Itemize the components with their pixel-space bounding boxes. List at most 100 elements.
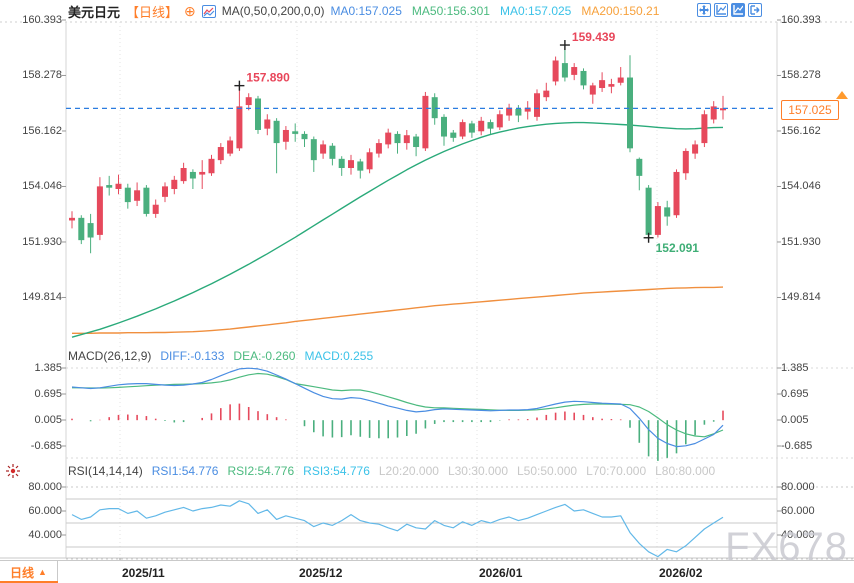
period-selector-label: 日线: [10, 565, 35, 580]
candle-body: [320, 144, 327, 154]
candle-body: [636, 158, 643, 176]
rsi-title[interactable]: RSI(14,14,14): [68, 464, 143, 478]
candle-body: [96, 186, 103, 235]
macd-dea-value: DEA:-0.260: [233, 349, 296, 363]
candle-body: [441, 116, 447, 137]
candle-body: [310, 139, 317, 161]
candle-body: [431, 97, 438, 119]
axis-label: 158.278: [22, 69, 62, 82]
candle-body: [654, 206, 661, 235]
candle-body: [115, 183, 122, 189]
candle-body: [78, 217, 85, 241]
macd-diff-line: [71, 367, 724, 448]
axis-label: 60.000: [781, 505, 815, 517]
candle-body: [506, 107, 513, 116]
rsi2-value: RSI2:54.776: [227, 464, 295, 478]
date-label: 2025/12: [299, 566, 343, 580]
candle-body: [292, 131, 299, 134]
pan-icon[interactable]: [697, 3, 711, 17]
candle-body: [208, 158, 215, 174]
candle-body: [692, 144, 699, 154]
date-label: 2025/11: [122, 566, 165, 580]
axis-label: 158.278: [781, 69, 821, 82]
axis-label: 80.000: [781, 481, 815, 493]
axis-chart-filled-icon[interactable]: [731, 3, 745, 17]
candle-body: [645, 187, 652, 235]
axis-label: 151.930: [781, 235, 821, 248]
rsi-line: [71, 500, 724, 558]
price-annotation: 159.439: [572, 30, 616, 44]
candle-body: [171, 179, 178, 189]
period-tag: 【日线】: [126, 4, 179, 20]
candle-body: [496, 114, 503, 128]
rsi-header: RSI(14,14,14) RSI1:54.776 RSI2:54.776 RS…: [68, 464, 715, 478]
chevron-up-icon: ▲: [38, 567, 47, 577]
candle-body: [348, 160, 354, 169]
ma-settings[interactable]: MA(0,50,0,200,0,0): [221, 4, 325, 18]
axis-label: 149.814: [781, 291, 821, 304]
macd-macd-value: MACD:0.255: [304, 349, 374, 363]
candle-body: [561, 63, 568, 78]
candle-body: [478, 120, 485, 132]
candle-body: [69, 217, 75, 221]
macd-title[interactable]: MACD(26,12,9): [68, 349, 152, 363]
candle-body: [589, 85, 596, 95]
period-selector-button[interactable]: 日线 ▲: [0, 561, 58, 583]
candle-body: [189, 171, 196, 179]
candle-body: [143, 187, 150, 214]
axis-label: 149.814: [22, 291, 62, 304]
candle-body: [338, 158, 345, 169]
rsi-level-label: L80:80.000: [655, 464, 716, 478]
axis-label: 154.046: [22, 180, 62, 193]
price-up-arrow-icon: [836, 91, 848, 99]
candle-body: [682, 150, 689, 174]
candle-body: [255, 98, 261, 130]
date-bar: 日线 ▲ 2025/11 2025/12 2026/01 2026/02: [0, 560, 854, 583]
candle-body: [468, 123, 475, 133]
candle-body: [227, 140, 234, 154]
exit-right-icon[interactable]: [748, 3, 762, 17]
candle-body: [245, 97, 252, 106]
candle-body: [422, 95, 429, 149]
candle-body: [199, 171, 206, 175]
candle-body: [366, 152, 373, 170]
candle-body: [599, 80, 606, 89]
axis-chart-icon[interactable]: [714, 3, 728, 17]
watermark: FX678: [725, 525, 848, 569]
rsi-level-label: L20:20.000: [378, 464, 439, 478]
candle-body: [580, 70, 587, 86]
rsi-level-label: L70:70.000: [586, 464, 647, 478]
candle-body: [459, 122, 466, 137]
current-price-badge: 157.025: [781, 100, 839, 120]
add-indicator-icon[interactable]: ⊕: [184, 3, 196, 19]
price-annotation: 157.890: [246, 71, 290, 85]
candle-body: [515, 108, 522, 116]
candle-body: [217, 147, 224, 161]
candle-body: [329, 145, 336, 159]
candle-body: [627, 77, 633, 149]
candle-body: [152, 204, 159, 214]
candle-body: [385, 132, 392, 145]
price-annotation: 152.091: [656, 241, 700, 255]
candle-body: [524, 107, 531, 112]
rsi-level-label: L50:50.000: [517, 464, 578, 478]
ma-legend-item: MA0:157.025: [499, 4, 572, 18]
axis-label: 60.000: [28, 505, 62, 517]
indicator-settings-sun-icon[interactable]: [5, 463, 21, 479]
axis-label: 1.385: [34, 362, 62, 374]
candle-body: [552, 60, 559, 82]
candle-body: [106, 185, 113, 188]
candle-body: [273, 120, 280, 144]
period-active-underline: [0, 581, 58, 583]
axis-label: 0.695: [781, 387, 809, 400]
candle-body: [282, 129, 289, 142]
chart-toolbar: [697, 3, 762, 17]
axis-label: 156.162: [22, 124, 62, 137]
axis-label: 0.005: [34, 413, 62, 426]
symbol-name: 美元日元: [68, 4, 121, 20]
axis-label: -0.685: [30, 439, 62, 452]
candle-body: [617, 77, 624, 83]
line-chart-icon[interactable]: [201, 4, 216, 18]
